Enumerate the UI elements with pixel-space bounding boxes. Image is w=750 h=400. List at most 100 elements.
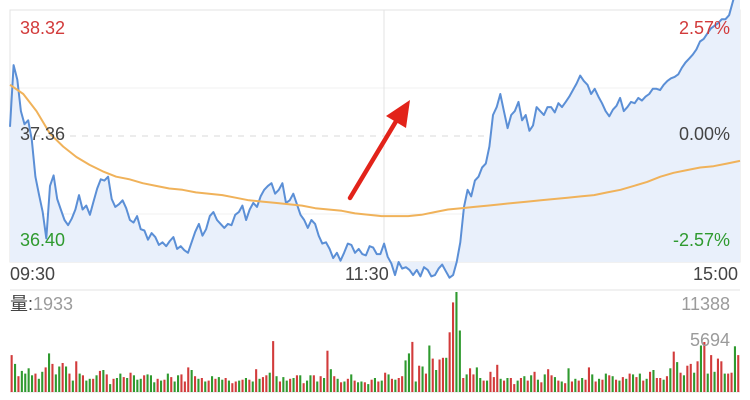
volume-bar — [625, 378, 628, 392]
volume-bar — [194, 376, 197, 392]
volume-bar — [221, 379, 224, 392]
volume-bar — [465, 374, 468, 392]
volume-bar — [302, 383, 305, 392]
volume-bar — [696, 361, 699, 392]
volume-bar — [112, 378, 115, 392]
volume-bar — [635, 377, 638, 392]
volume-bar — [241, 379, 244, 392]
volume-bar — [37, 378, 40, 392]
volume-bar — [682, 375, 685, 392]
volume-bar — [496, 364, 499, 392]
volume-bar — [357, 382, 360, 392]
volume-bar — [238, 380, 241, 392]
volume-bar — [170, 377, 173, 392]
volume-bar — [268, 372, 271, 392]
volume-bar — [587, 367, 590, 392]
volume-max-label: 11388 — [681, 294, 730, 314]
volume-bar — [363, 382, 366, 392]
price-area-fill — [10, 0, 740, 278]
volume-bar — [54, 374, 57, 392]
volume-bar — [703, 342, 706, 392]
volume-bar — [285, 380, 288, 392]
volume-bar — [723, 373, 726, 392]
volume-bar — [570, 381, 573, 392]
volume-bar — [421, 366, 424, 392]
volume-bar — [652, 370, 655, 392]
volume-bar — [401, 376, 404, 392]
volume-bar — [404, 360, 407, 392]
volume-title-text: 量: — [10, 294, 34, 314]
volume-bar — [119, 373, 122, 392]
volume-bar — [594, 381, 597, 392]
price-mid-label: 37.36 — [20, 124, 66, 144]
volume-bar — [727, 373, 730, 392]
volume-bar — [482, 380, 485, 392]
volume-bar — [251, 381, 254, 392]
volume-bar — [506, 378, 509, 392]
volume-bar — [598, 378, 601, 392]
volume-bar — [564, 383, 567, 392]
volume-bar — [649, 371, 652, 392]
volume-bar — [458, 330, 461, 392]
volume-bar — [503, 380, 506, 392]
volume-bar — [227, 380, 230, 392]
volume-bar — [642, 380, 645, 392]
percent-low-label: -2.57% — [672, 230, 730, 250]
volume-bar — [621, 377, 624, 392]
volume-bar — [68, 373, 71, 392]
volume-bar — [41, 371, 44, 392]
volume-bar — [645, 378, 648, 392]
volume-bar — [373, 378, 376, 392]
volume-bar — [31, 375, 34, 392]
volume-bar — [659, 378, 662, 392]
volume-bar — [530, 375, 533, 392]
volume-bar — [380, 380, 383, 392]
volume-bar — [601, 379, 604, 392]
volume-bar — [581, 378, 584, 392]
volume-bar — [153, 382, 156, 392]
volume-bar — [65, 366, 68, 392]
volume-bar — [146, 374, 149, 392]
volume-bar — [244, 378, 247, 392]
volume-bar — [513, 384, 516, 392]
volume-bar — [591, 374, 594, 392]
volume-bar — [733, 346, 736, 392]
volume-bar — [713, 371, 716, 392]
volume-bar — [95, 375, 98, 392]
volume-bar — [265, 375, 268, 392]
volume-bar — [353, 380, 356, 392]
volume-bar — [516, 380, 519, 392]
volume-bar — [71, 380, 74, 392]
volume-bar — [628, 373, 631, 392]
volume-bar — [282, 377, 285, 392]
volume-bar — [669, 368, 672, 392]
volume-bar — [370, 379, 373, 392]
volume-bar — [10, 355, 13, 392]
volume-bar — [346, 378, 349, 392]
volume-bar — [632, 374, 635, 392]
volume-bar — [445, 357, 448, 392]
volume-bar — [98, 370, 101, 392]
volume-bar — [418, 365, 421, 392]
volume-bar — [716, 358, 719, 392]
annotation-arrow-head — [386, 100, 410, 128]
average-price-line — [9, 83, 741, 218]
volume-bar — [557, 380, 560, 392]
volume-bar — [574, 378, 577, 392]
volume-bar — [173, 381, 176, 392]
volume-bar — [136, 379, 139, 392]
volume-bar — [329, 369, 332, 392]
volume-bar — [211, 376, 214, 392]
volume-bar — [272, 341, 275, 392]
volume-bar — [258, 378, 261, 392]
annotation-arrow-shaft — [347, 115, 401, 201]
volume-bar — [710, 355, 713, 392]
volume-bar — [441, 357, 444, 392]
volume-bar — [340, 382, 343, 392]
volume-bar — [44, 367, 47, 392]
volume-bar — [730, 372, 733, 392]
percent-high-label: 2.57% — [678, 18, 730, 38]
volume-bar — [92, 378, 95, 392]
volume-bar — [78, 373, 81, 392]
volume-bar — [455, 292, 458, 392]
